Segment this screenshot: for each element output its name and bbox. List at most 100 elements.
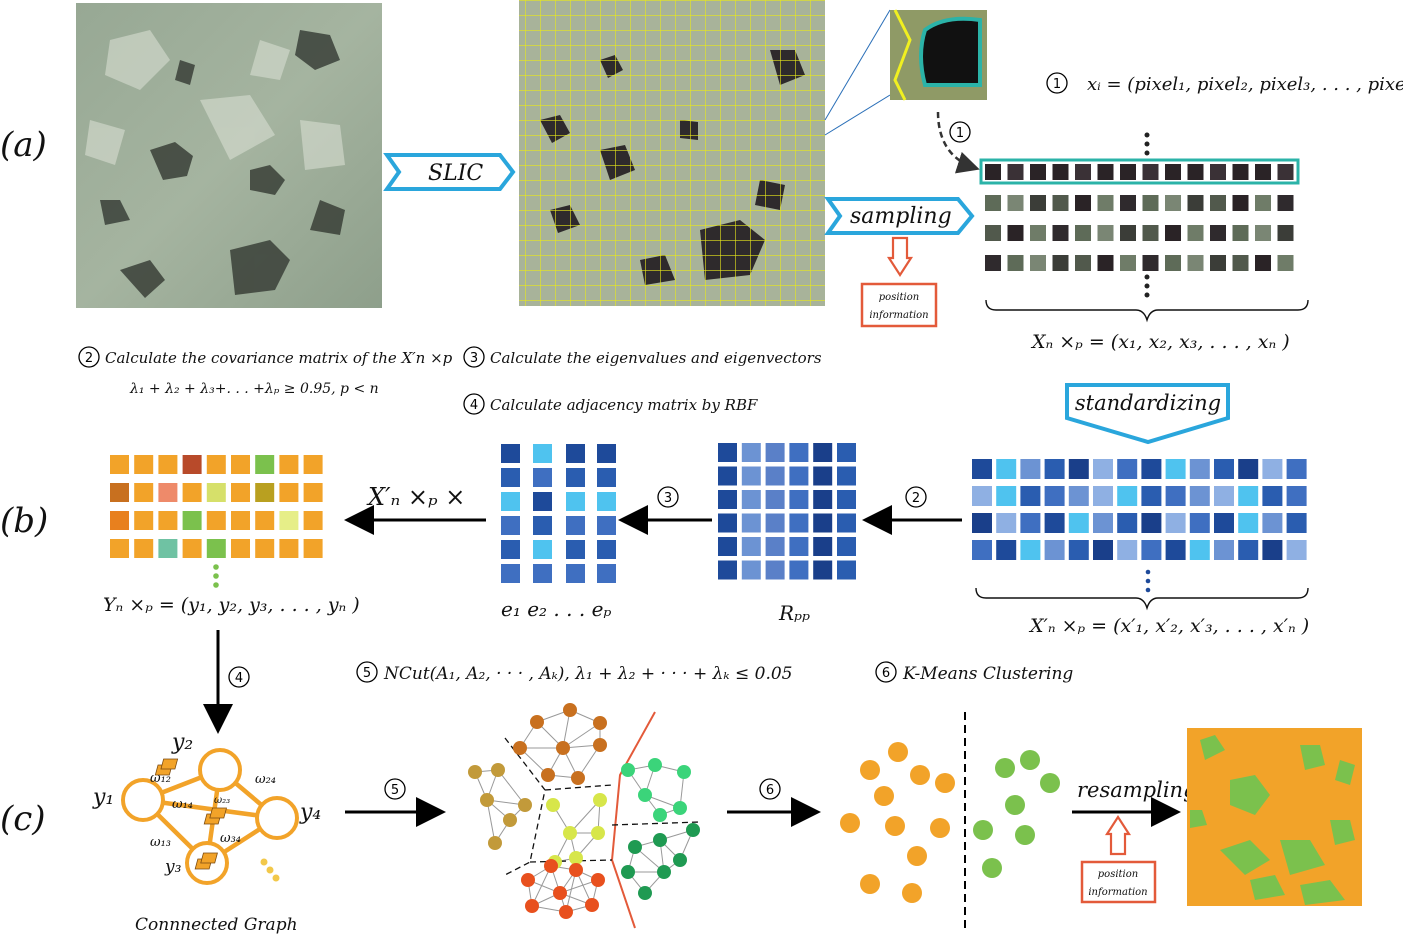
svg-text:ω₂₄: ω₂₄	[255, 772, 276, 787]
x-cell	[1277, 225, 1294, 241]
ncut-node	[569, 851, 583, 865]
ncut-edge	[565, 869, 577, 913]
y-cell	[303, 483, 323, 502]
x-cell	[1030, 164, 1046, 180]
y-cell	[182, 483, 202, 502]
y-matrix-dots	[213, 564, 219, 588]
x-cell	[1210, 225, 1226, 241]
ncut-node	[530, 715, 544, 729]
y-cell	[231, 539, 250, 558]
r-cell	[741, 443, 761, 462]
r-cell	[765, 466, 785, 486]
e-cell	[501, 444, 520, 463]
svg-text:4: 4	[470, 398, 478, 413]
position-info-box-a: position information	[860, 236, 938, 328]
x-cell	[1165, 195, 1181, 211]
x-cell	[1277, 164, 1294, 180]
xprime-cell	[1165, 540, 1186, 560]
x-cell	[1277, 255, 1294, 271]
arrow-step6: 6	[727, 778, 821, 827]
y-cell	[255, 483, 275, 502]
ncut-node	[563, 826, 577, 840]
micrograph-image	[76, 3, 382, 308]
ncut-node	[677, 765, 691, 779]
r-cell	[837, 490, 856, 509]
xprime-cell	[972, 459, 992, 479]
step1-marker: 1	[949, 121, 971, 143]
ncut-node	[541, 768, 555, 782]
y-cell	[279, 455, 299, 474]
connected-graph: y₁ y₂ y₃ y₄ ω₁₂ ω₁₄ ω₁₃ ω₂₃ ω₂₄ ω₃₄ Conn…	[92, 730, 321, 935]
ncut-cut-line	[610, 711, 656, 929]
y-cell	[110, 455, 129, 474]
ncut-node	[628, 840, 642, 854]
x-cell	[1277, 195, 1294, 211]
step5-text: 5 NCut(A₁, A₂, · · · , Aₖ), λ₁ + λ₂ + · …	[356, 661, 792, 684]
xprime-cell	[1165, 486, 1186, 506]
svg-text:ω₁₄: ω₁₄	[172, 797, 193, 812]
r-cell	[789, 466, 809, 486]
highlight-row-frame	[979, 158, 1300, 185]
x-cell	[1142, 225, 1159, 241]
svg-text:K-Means Clustering: K-Means Clustering	[902, 664, 1073, 684]
r-cell	[813, 513, 833, 533]
r-cell	[789, 490, 809, 509]
ncut-node	[556, 741, 570, 755]
slic-label: SLIC	[428, 161, 483, 186]
ncut-node	[553, 886, 567, 900]
svg-text:ω₃₄: ω₃₄	[220, 831, 241, 846]
y-cell	[110, 539, 129, 558]
e-cell	[533, 540, 552, 559]
ncut-cut-line	[611, 821, 701, 826]
r-cell	[813, 466, 833, 486]
r-cell	[837, 560, 856, 580]
x-cell	[1052, 195, 1069, 211]
arrow-xmul: X′ₙ ×ₚ ×	[344, 483, 486, 535]
r-cell	[741, 537, 761, 556]
x-cell	[1187, 255, 1204, 271]
ncut-node	[648, 758, 662, 772]
r-cell	[837, 537, 856, 556]
panel-label-c: (c)	[0, 799, 46, 839]
ncut-node	[593, 716, 607, 730]
e-cell	[501, 564, 520, 583]
xprime-cell	[1262, 486, 1283, 506]
xprime-cell	[1141, 486, 1162, 506]
resampling-arrow: resampling position information	[1072, 778, 1197, 904]
svg-text:ω₁₂: ω₁₂	[150, 771, 171, 786]
svg-text:Calculate the covariance matri: Calculate the covariance matrix of the X…	[105, 349, 453, 367]
y-cell	[279, 483, 299, 502]
ncut-node	[513, 741, 527, 755]
x-cell	[985, 195, 1001, 211]
svg-text:1: 1	[956, 126, 964, 141]
r-matrix	[718, 443, 856, 580]
xprime-cell	[1214, 459, 1234, 479]
y-cell	[231, 483, 250, 502]
y-cell	[158, 511, 178, 530]
svg-text:Calculate adjacency matrix by: Calculate adjacency matrix by RBF	[490, 396, 758, 414]
x-cell	[1052, 225, 1069, 241]
step4-text: 4 Calculate adjacency matrix by RBF	[463, 393, 758, 415]
r-cell	[718, 560, 737, 580]
x-cell	[1142, 195, 1159, 211]
xprime-cell	[1214, 486, 1234, 506]
e-cell	[501, 492, 520, 511]
r-cell	[837, 466, 856, 486]
r-cell	[741, 490, 761, 509]
x-cell	[1030, 225, 1046, 241]
xprime-cell	[1189, 486, 1210, 506]
standardizing-label: standardizing	[1075, 391, 1221, 415]
r-cell	[765, 537, 785, 556]
ncut-edge	[497, 769, 526, 806]
e-cell	[533, 492, 552, 511]
xprime-cell	[1286, 486, 1307, 506]
x-cell	[1142, 255, 1159, 271]
e-cell	[597, 564, 616, 583]
xprime-cell	[1214, 513, 1234, 533]
ncut-node	[518, 798, 532, 812]
ncut-node	[585, 898, 599, 912]
r-cell	[741, 560, 761, 580]
y-cell	[110, 511, 129, 530]
ncut-node	[571, 771, 585, 785]
